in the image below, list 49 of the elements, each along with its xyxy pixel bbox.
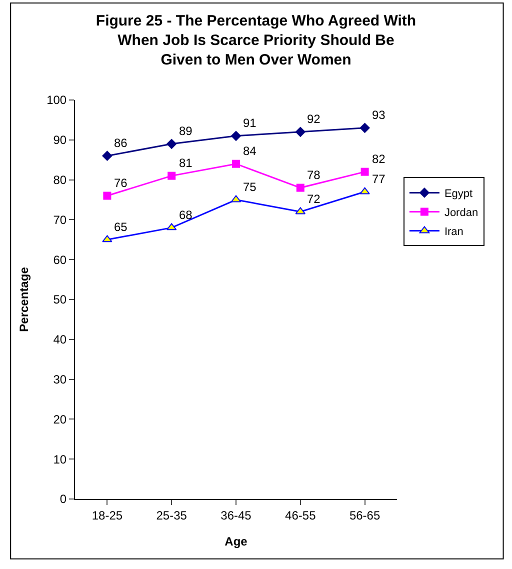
x-tick-label: 56-65 [349,508,380,522]
x-tick-label: 25-35 [156,508,188,522]
data-label: 86 [114,136,128,150]
x-axis-title: Age [224,534,248,548]
point [102,150,112,162]
data-label: 89 [179,124,193,138]
data-label: 81 [179,156,193,170]
point [103,192,112,200]
y-tick-label: 10 [53,452,67,466]
x-tick-label: 18-25 [92,508,123,522]
data-label: 76 [114,176,128,190]
point [230,130,242,142]
y-axis-title: Percentage [16,266,31,332]
y-tick-label: 50 [53,292,67,307]
chart-title: Figure 25 - The Percentage Who Agreed With When Job Is Scarce Priority Should Be Given to Men Over Women [96,12,416,69]
x-tick-label: 36-45 [220,508,252,522]
y-tick-label: 60 [53,252,67,267]
point [296,184,304,192]
data-label: 72 [307,192,321,206]
data-label: 84 [243,144,257,158]
y-tick-label: 20 [53,412,67,426]
legend-label: Jordan [444,207,478,220]
y-tick-label: 90 [53,133,67,148]
y-tick-label: 0 [60,492,67,506]
data-label: 77 [372,172,386,186]
legend-label: Iran [444,226,464,238]
data-label: 82 [372,152,386,166]
data-label: 68 [179,208,193,222]
data-label: 91 [243,116,257,130]
data-label: 65 [114,220,128,234]
point [166,138,177,150]
point [360,168,369,176]
point [360,122,370,134]
y-tick-label: 40 [53,332,67,347]
point [168,172,176,180]
y-tick-label: 70 [53,212,67,227]
data-label: 93 [372,108,386,122]
y-tick-label: 100 [46,93,67,108]
data-label: 75 [243,180,257,194]
y-tick-label: 80 [53,173,67,187]
point [102,235,112,242]
data-label: 78 [307,168,321,182]
point [232,160,240,168]
point [295,126,306,138]
y-tick-label: 30 [53,372,67,386]
data-label: 92 [307,112,321,126]
x-tick-label: 46-55 [285,508,316,522]
legend-label: Egypt [444,188,473,200]
point [360,187,370,194]
